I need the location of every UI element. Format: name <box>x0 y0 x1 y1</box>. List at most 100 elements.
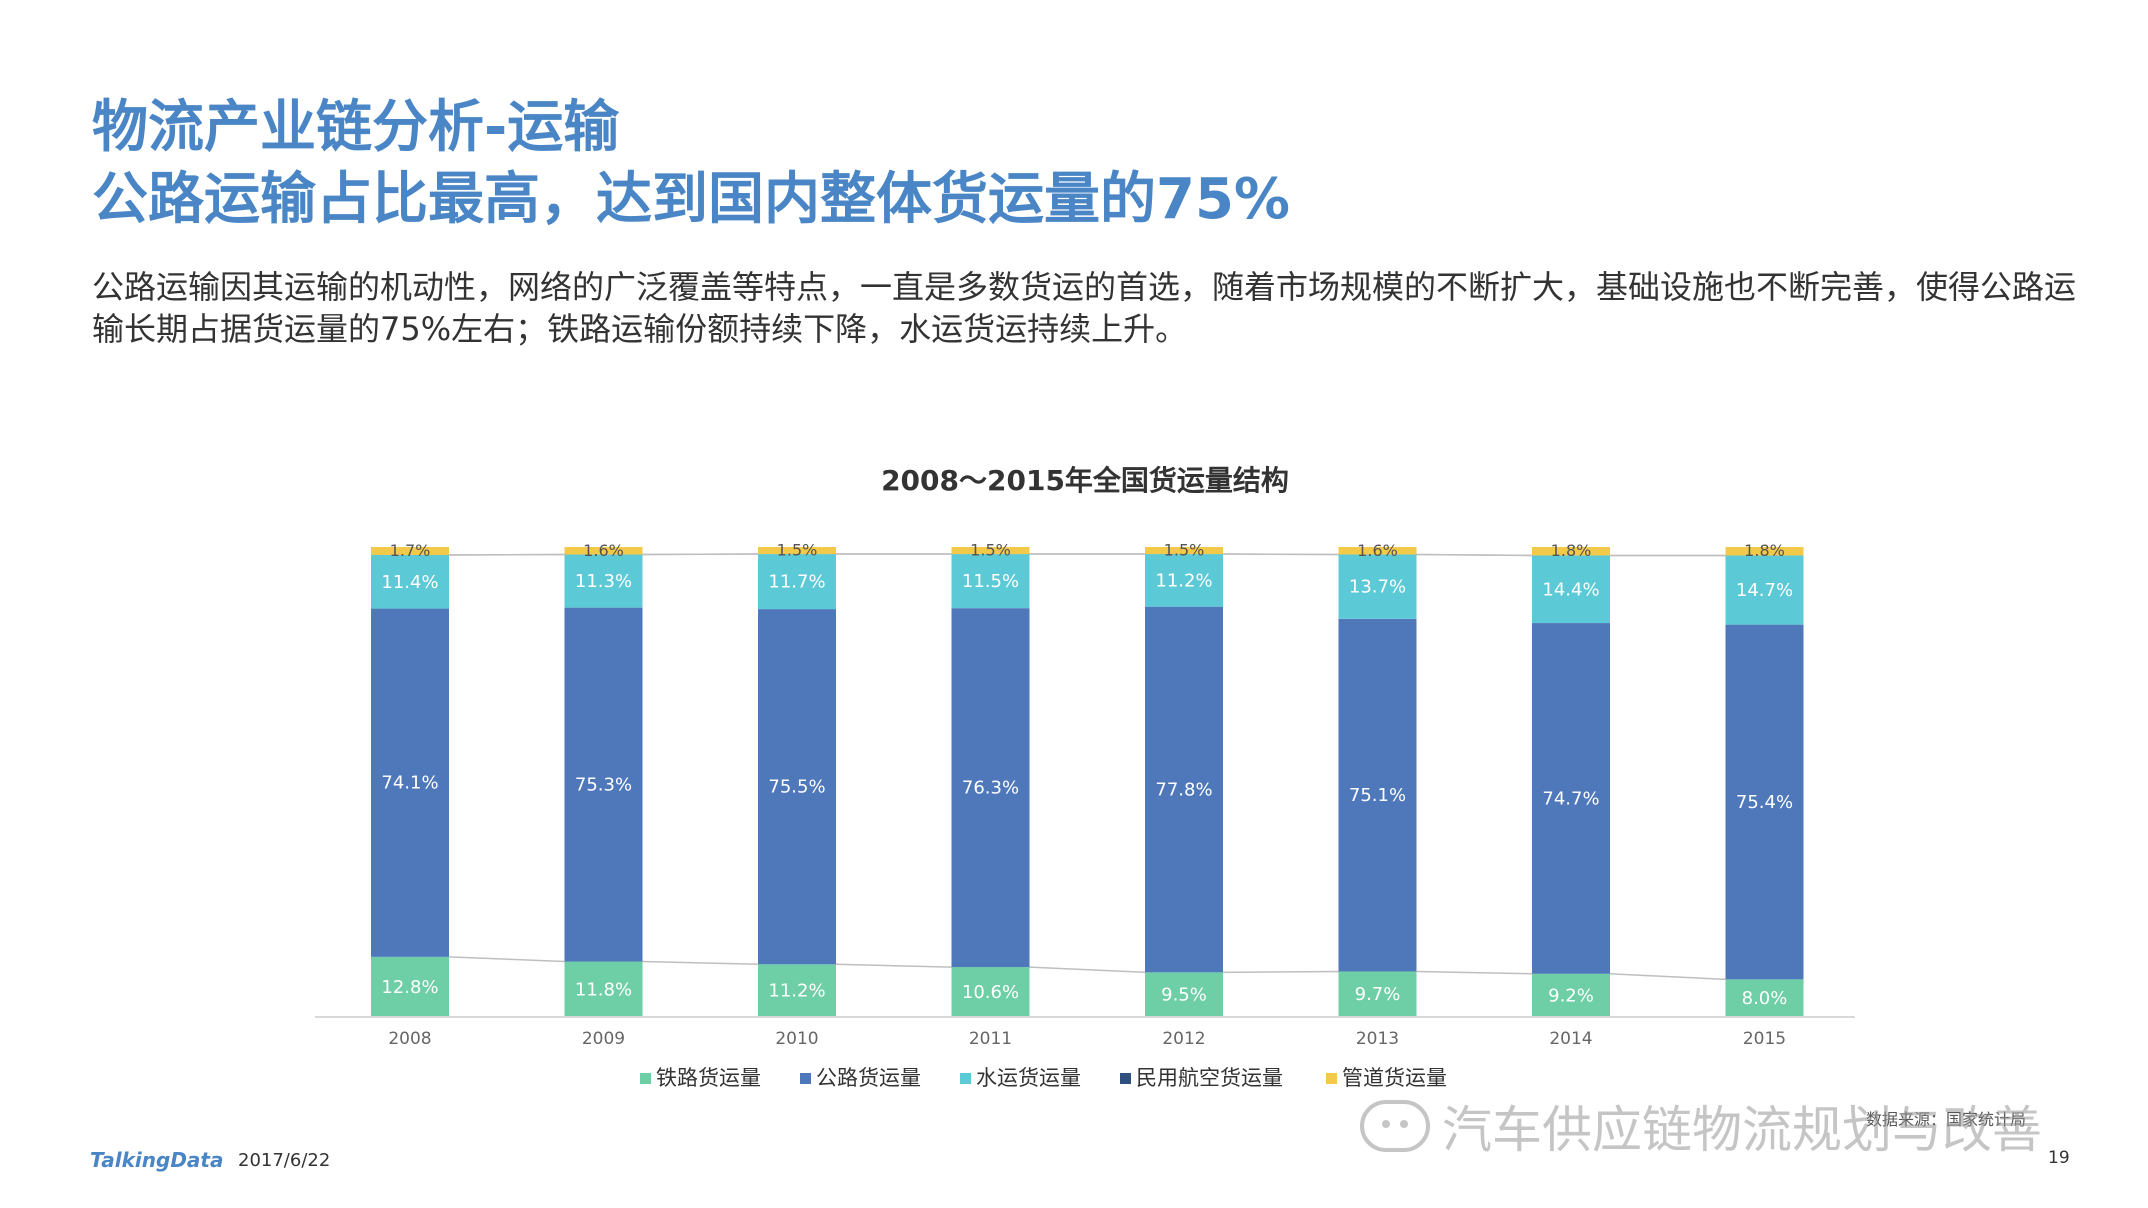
legend-label: 水运货运量 <box>976 1066 1081 1090</box>
x-tick-label: 2015 <box>1743 1029 1786 1049</box>
data-label: 75.3% <box>575 775 632 796</box>
bar-segment-2-2009 <box>564 554 643 608</box>
bar-segment-2-2012 <box>1145 554 1223 607</box>
bar-segment-2-2013 <box>1338 554 1417 619</box>
legend-swatch <box>1120 1073 1131 1084</box>
data-label: 1.5% <box>777 541 818 560</box>
bar-segment-4-2011 <box>951 547 1030 555</box>
x-tick-label: 2014 <box>1549 1029 1592 1049</box>
bar-segment-1-2012 <box>1145 606 1223 973</box>
bar-segment-1-2010 <box>758 609 836 965</box>
data-label: 1.5% <box>970 541 1011 560</box>
legend-label: 民用航空货运量 <box>1136 1066 1283 1090</box>
x-tick-label: 2010 <box>775 1029 818 1049</box>
bar-segment-0-2014 <box>1532 973 1610 1017</box>
brand-logo: TalkingData <box>90 1148 224 1172</box>
bar-segment-1-2011 <box>951 608 1030 968</box>
data-label: 14.4% <box>1542 579 1599 600</box>
data-label: 1.6% <box>1357 541 1398 560</box>
bar-segment-0-2015 <box>1725 979 1804 1017</box>
data-label: 1.5% <box>1164 541 1205 560</box>
data-label: 76.3% <box>962 778 1019 799</box>
data-label: 75.1% <box>1349 785 1406 806</box>
data-label: 14.7% <box>1736 580 1793 601</box>
data-label: 1.7% <box>390 541 431 560</box>
bar-segment-1-2014 <box>1532 623 1610 974</box>
watermark: 汽车供应链物流规划与改善 <box>1360 1090 2042 1162</box>
data-label: 9.5% <box>1161 985 1207 1006</box>
data-label: 74.7% <box>1542 788 1599 809</box>
data-source-note: 数据来源：国家统计局 <box>1866 1110 2027 1129</box>
series-line <box>1222 970 1339 974</box>
data-label: 75.4% <box>1736 792 1793 813</box>
data-label: 11.5% <box>962 571 1019 592</box>
data-label: 77.8% <box>1155 780 1212 801</box>
data-label: 11.8% <box>575 979 632 1000</box>
data-label: 12.8% <box>381 977 438 998</box>
bar-segment-2-2014 <box>1532 555 1610 624</box>
data-label: 11.2% <box>1155 570 1212 591</box>
chart-title: 2008～2015年全国货运量结构 <box>881 464 1289 497</box>
page-title: 物流产业链分析-运输 <box>92 95 620 160</box>
footer-date: 2017/6/22 <box>238 1150 331 1171</box>
data-label: 74.1% <box>381 773 438 794</box>
series-line <box>1416 553 1533 557</box>
bar-segment-4-2012 <box>1145 547 1223 555</box>
x-tick-label: 2012 <box>1162 1029 1205 1049</box>
series-line <box>448 956 565 963</box>
series-line <box>1029 966 1146 974</box>
bar-segment-4-2010 <box>758 547 836 555</box>
bar-segment-0-2008 <box>371 956 449 1017</box>
data-label: 9.7% <box>1355 984 1401 1005</box>
data-label: 1.8% <box>1744 541 1785 560</box>
series-line <box>835 963 952 968</box>
bar-segment-1-2008 <box>371 608 449 957</box>
bar-segment-0-2013 <box>1338 971 1417 1017</box>
bar-segment-4-2009 <box>564 547 643 555</box>
x-tick-label: 2013 <box>1356 1029 1399 1049</box>
bar-segment-4-2013 <box>1338 547 1417 555</box>
bar-segment-1-2013 <box>1338 618 1417 972</box>
x-axis-ticks: 2008 2009 2010 2011 2012 2013 2014 2015 <box>388 1029 1786 1049</box>
data-label: 75.5% <box>768 777 825 798</box>
data-label: 11.2% <box>768 981 825 1002</box>
data-label: 11.7% <box>768 572 825 593</box>
watermark-text: 汽车供应链物流规划与改善 <box>1442 1101 2042 1159</box>
bar-segment-0-2009 <box>564 961 643 1017</box>
data-label: 9.2% <box>1548 985 1594 1006</box>
bar-segment-4-2008 <box>371 547 449 555</box>
bar-segment-0-2010 <box>758 964 836 1017</box>
x-tick-label: 2008 <box>388 1029 431 1049</box>
bar-segment-1-2015 <box>1725 624 1804 980</box>
x-tick-label: 2009 <box>582 1029 625 1049</box>
bar-segment-2-2010 <box>758 554 836 610</box>
bar-segment-0-2011 <box>951 967 1030 1017</box>
data-label: 8.0% <box>1742 988 1788 1009</box>
data-label: 1.8% <box>1551 541 1592 560</box>
legend-swatch <box>960 1073 971 1084</box>
page-number: 19 <box>2048 1148 2070 1168</box>
bar-segment-4-2015 <box>1725 547 1804 556</box>
series-line <box>642 960 759 966</box>
wechat-icon <box>1360 1100 1430 1152</box>
bar-segment-0-2012 <box>1145 972 1223 1017</box>
bar-segment-2-2008 <box>371 554 449 609</box>
data-label: 10.6% <box>962 982 1019 1003</box>
legend-swatch <box>1326 1073 1337 1084</box>
bar-segment-2-2015 <box>1725 555 1804 625</box>
chart-legend: 铁路货运量 公路货运量 水运货运量 民用航空货运量 管道货运量 <box>640 1066 1447 1090</box>
legend-swatch <box>640 1073 651 1084</box>
legend-swatch <box>800 1073 811 1084</box>
data-label: 1.6% <box>583 541 624 560</box>
description-text: 公路运输因其运输的机动性，网络的广泛覆盖等特点，一直是多数货运的首选，随着市场规… <box>92 268 2077 348</box>
legend-label: 管道货运量 <box>1342 1066 1447 1090</box>
page-subtitle-headline: 公路运输占比最高，达到国内整体货运量的75% <box>92 167 1291 232</box>
x-tick-label: 2011 <box>969 1029 1012 1049</box>
legend-label: 公路货运量 <box>816 1066 921 1090</box>
bar-segment-2-2011 <box>951 554 1030 609</box>
data-label: 11.3% <box>575 571 632 592</box>
bars-layer: 12.8% 74.1% 11.4% 1.7% 11.8% 75.3% 11.3% 1.6% 11… <box>371 541 1804 1017</box>
series-lines-layer <box>448 553 1726 981</box>
data-label: 13.7% <box>1349 577 1406 598</box>
